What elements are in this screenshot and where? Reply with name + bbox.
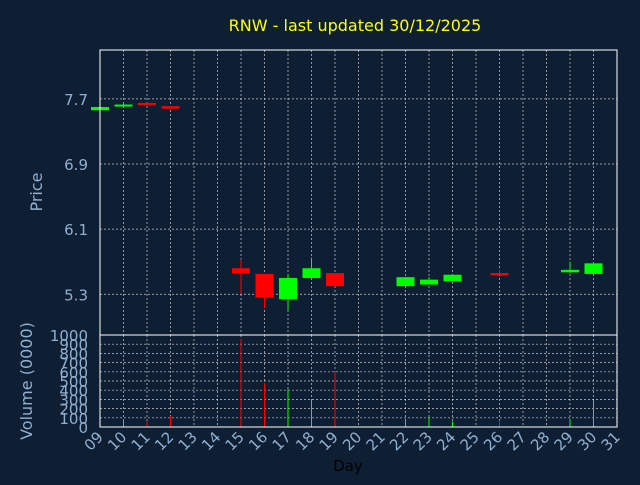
candle-body <box>584 263 603 274</box>
candle-body <box>255 273 274 298</box>
candle <box>302 257 321 278</box>
volume-y-axis-label: Volume (0000) <box>17 322 36 440</box>
candle <box>490 269 509 276</box>
candle <box>232 259 250 295</box>
candle <box>138 102 156 105</box>
volume-tick-label: 900 <box>59 336 88 354</box>
volume-tick-label: 300 <box>59 391 88 409</box>
price-tick-label: 7.7 <box>64 91 88 109</box>
volume-tick-label: 200 <box>59 401 88 419</box>
volume-tick-label: 700 <box>59 355 88 373</box>
candle-body <box>490 273 509 276</box>
price-tick-label: 5.3 <box>64 286 88 304</box>
volume-plot-frame <box>99 334 618 428</box>
volume-tick-label: 0 <box>78 419 88 437</box>
candle <box>161 106 180 109</box>
candle-body <box>302 268 321 278</box>
day-x-axis: 0910111213141516171819202122232425262728… <box>81 428 624 454</box>
candle <box>584 263 603 274</box>
candle <box>396 277 415 287</box>
price-tick-label: 6.1 <box>64 221 88 239</box>
volume-tick-label: 100 <box>59 410 88 428</box>
candle <box>326 273 344 287</box>
candle-body <box>396 277 415 287</box>
candle <box>114 103 133 107</box>
candle <box>561 261 579 274</box>
volume-tick-label: 400 <box>59 382 88 400</box>
candle <box>420 277 438 285</box>
volume-tick-label: 600 <box>59 364 88 382</box>
price-candles <box>91 102 603 310</box>
price-y-axis: 5.3 6.1 6.9 7.7 <box>64 91 88 304</box>
candle-body <box>138 102 156 105</box>
candle <box>443 274 462 282</box>
candle-body <box>561 269 579 273</box>
volume-tick-label: 800 <box>59 345 88 363</box>
volume-tick-label: 1000 <box>50 327 88 345</box>
candle-body <box>114 104 133 107</box>
volume-bars <box>99 338 594 427</box>
price-y-axis-label: Price <box>27 172 46 211</box>
x-axis-label: Day <box>333 457 363 475</box>
candle-body <box>443 274 462 282</box>
chart-title: RNW - last updated 30/12/2025 <box>229 16 482 35</box>
volume-tick-label: 500 <box>59 373 88 391</box>
candle-body <box>232 268 250 274</box>
candle-body <box>279 278 297 300</box>
candle-body <box>420 279 438 285</box>
candle <box>255 273 274 309</box>
candle <box>279 273 297 310</box>
candle-body <box>326 273 344 287</box>
candle-body <box>161 106 180 109</box>
price-tick-label: 6.9 <box>64 156 88 174</box>
